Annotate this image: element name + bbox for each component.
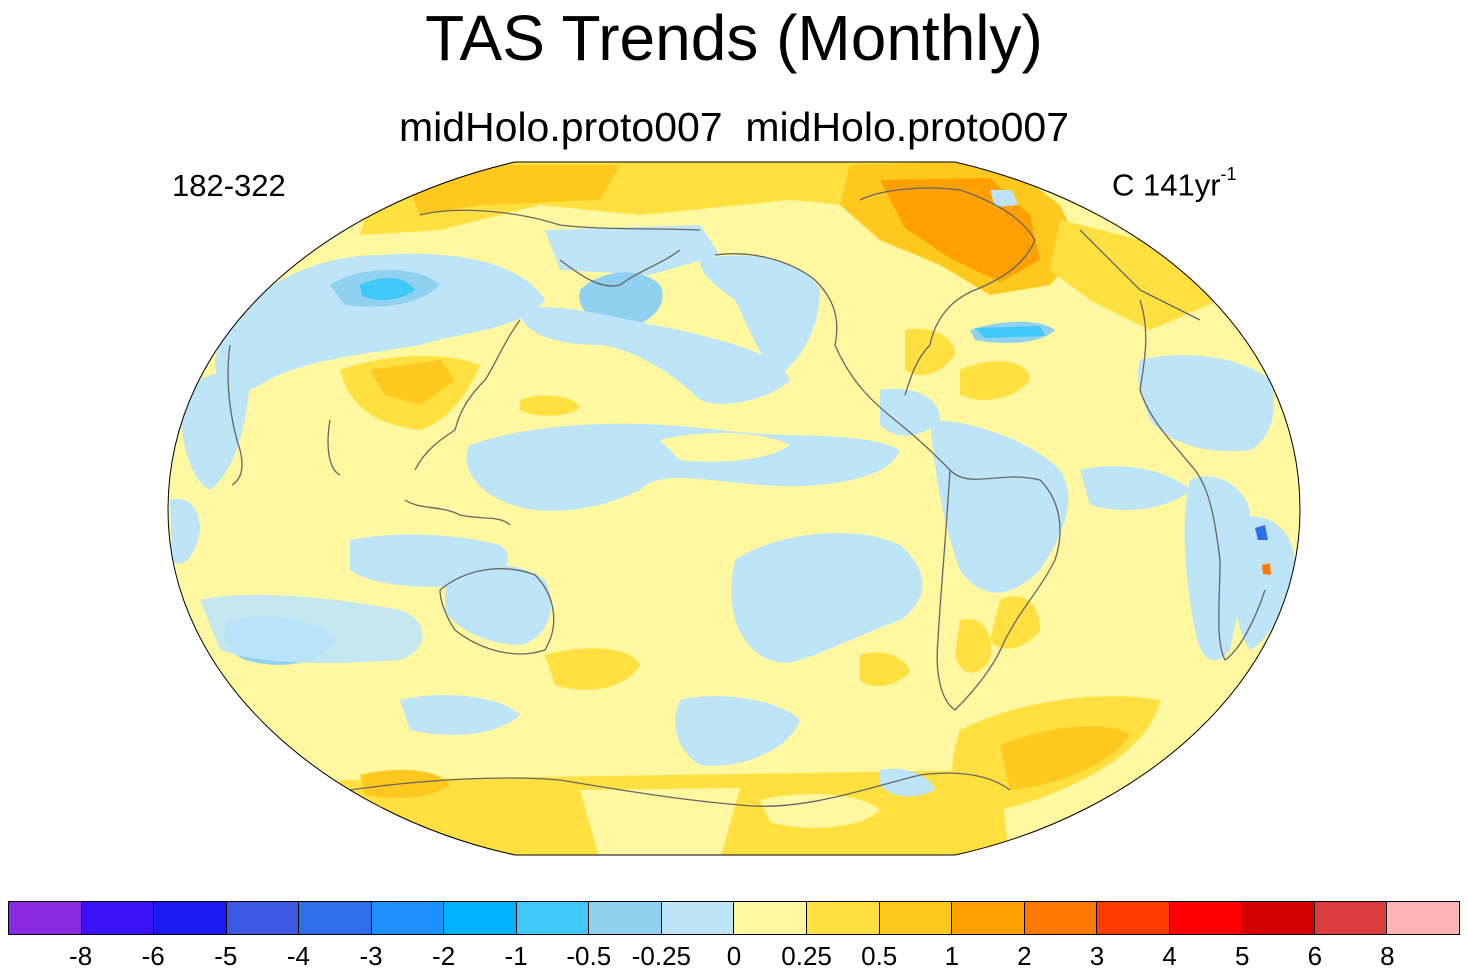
siberia-cool [215,253,545,392]
east-africa-cool [1230,516,1295,650]
south-pacific-east-cool [731,533,923,663]
north-africa-cool [1138,355,1274,452]
middle-east-cool [180,373,250,490]
colorbar-segment [8,901,82,935]
africa-coast [1139,299,1266,661]
units-label: C 141yr-1 [1112,158,1237,205]
europe-warm [1050,220,1220,330]
australia-coast [439,568,555,655]
ross-sea-neutral [580,788,740,855]
colorbar-tick-label: -1 [504,941,528,971]
colorbar-segment [1023,901,1098,935]
units-exponent: -1 [1220,164,1237,184]
india-coast [327,419,341,476]
colorbar-tick-label: -3 [359,941,383,971]
colorbar [8,901,1460,935]
colorbar-segment [443,901,517,935]
arctic-ocean-cool [545,225,720,275]
bering-coast [559,249,681,287]
colorbar-segment [1096,901,1170,935]
china-warmer [370,360,455,405]
colorbar-tick-label: -5 [214,941,238,971]
colorbar-tick-label: -2 [432,941,456,971]
south-atlantic-warmer [1000,726,1130,790]
colorbar-segment [515,901,590,935]
colorbar-segment [1168,901,1243,935]
indian-ocean-cool-band [200,594,423,663]
north-america-east-coast [859,187,1036,396]
antarctic-neutral-patch [760,794,880,828]
siberia-coolest [360,278,415,300]
colorbar-segment [733,901,808,935]
colorbar-segment [660,901,735,935]
colorbar-tick-label: 2 [1017,941,1032,971]
colorbar-segment [588,901,662,935]
east-africa-hot-spot [1262,563,1271,575]
colorbar-tick-label: 0 [726,941,742,971]
colorbar-tick-label: -0.25 [631,941,692,971]
southern-ocean-west-cool [400,695,520,735]
tropical-atlantic-cool [1080,466,1190,510]
colorbar-segment [806,901,880,935]
alaska-cool [700,255,820,375]
colorbar-tick-label: 5 [1234,941,1250,971]
colorbar-tick-label: 8 [1380,941,1395,971]
units-text: C 141yr [1112,167,1221,203]
colorbar-tick-label: 0.5 [861,941,898,971]
equatorial-pacific-cool [466,423,900,511]
colorbar-segment [1313,901,1388,935]
gulf-cool [880,388,940,436]
colorbar-segment [878,901,953,935]
colorbar-segment [153,901,227,935]
east-africa-strong-cool [1255,525,1268,540]
colorbar-tick-label: 6 [1307,941,1323,971]
europe-coast [1079,229,1201,321]
argentina-warm [955,619,991,673]
equatorial-warm-gap [660,433,790,462]
south-america-coast [936,468,1061,711]
globe-outline [167,161,1301,856]
southern-ocean-cool [675,696,800,766]
colorbar-tick-label: -6 [141,941,165,971]
antarctica-coast [349,772,1011,807]
colorbar-segment [1241,901,1315,935]
north-america-west-coast [714,253,951,471]
asia-arctic-coast [419,209,701,231]
coastlines [227,187,1266,807]
arabia-coast [227,344,243,486]
colorbar-labels: -8 -6 -5 -4 -3 -2 -1 -0.5 -0.25 0 0.25 0.5 1 2 3 4 5 6 8 [8,940,1460,974]
antarctic-cool-patch [880,768,935,797]
year-range-label: 182-322 [172,168,286,203]
colorbar-tick-label: 1 [944,941,960,971]
south-america-cool [930,420,1069,593]
atlantic-warm [960,361,1030,400]
south-pacific-warm-patch [860,652,910,687]
colorbar-tick-label: -4 [286,941,310,971]
colorbar-tick-label: -8 [69,941,93,971]
southern-australia-warm [545,648,640,690]
colorbar-segment [951,901,1025,935]
greenland-cool-spot [990,190,1018,207]
chart-subtitle: midHolo.proto007 midHolo.proto007 [398,104,1070,150]
north-atlantic-cooler [975,326,1045,338]
colorbar-segment [298,901,372,935]
colorbar-tick-label: -0.5 [566,941,612,971]
colorbar-tick-label: 4 [1162,941,1177,971]
chart-title: TAS Trends (Monthly) [425,2,1043,74]
colorbar-segment [1386,901,1460,935]
map-field [168,162,1300,855]
pacific-warm-patch [520,395,580,416]
colorbar-tick-label: 0.25 [781,941,832,971]
colorbar-segment [370,901,445,935]
indonesia-coast [404,499,511,526]
north-pacific-cool [520,307,790,404]
south-pacific-west-cool [350,534,509,587]
east-asia-coast [414,319,521,471]
colorbar-segment [225,901,300,935]
colorbar-tick-label: 3 [1089,941,1105,971]
australia-cool [445,565,551,645]
western-indian-cool [170,498,200,564]
colorbar-segment [80,901,155,935]
